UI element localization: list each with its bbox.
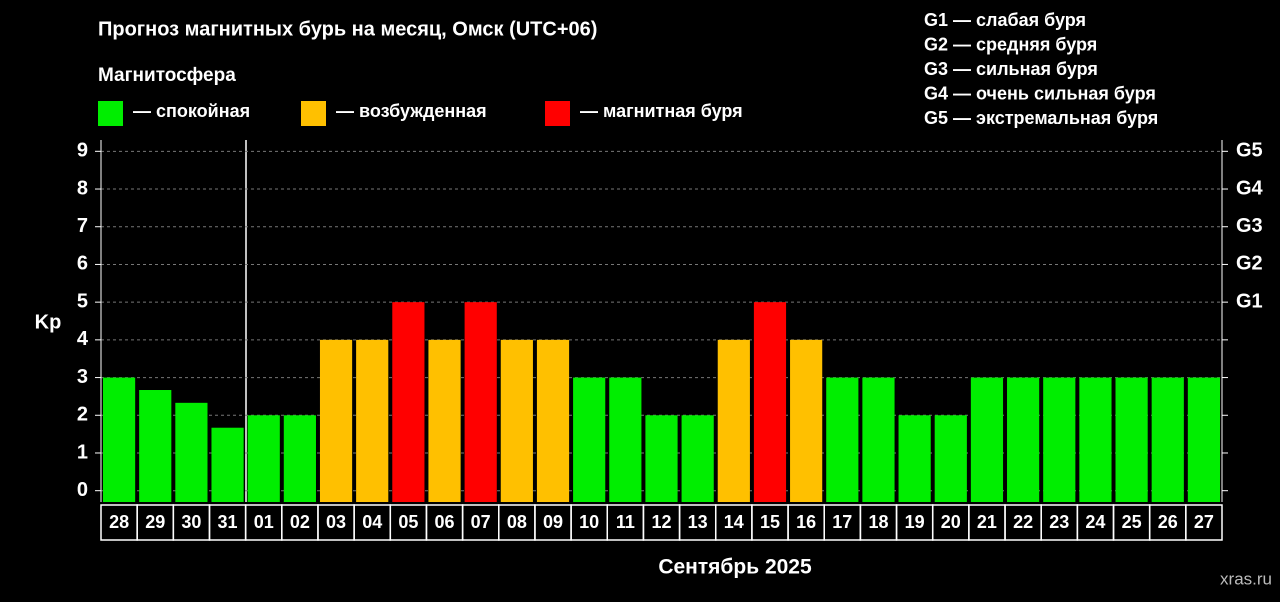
y-tick-label: 9 [77,140,88,162]
x-tick-label: 30 [181,512,201,532]
x-tick-label: 07 [471,512,491,532]
y-tick-label: 2 [77,404,88,426]
storm-scale-entry: G5 — экстремальная буря [924,108,1158,128]
x-tick-label: 24 [1085,512,1105,532]
category-cell [1185,504,1223,541]
y-tick-label: 7 [77,215,88,237]
x-tick-label: 27 [1194,512,1214,532]
bar [175,402,208,502]
bar [934,415,967,502]
x-tick-label: 03 [326,512,346,532]
bar [1079,377,1112,502]
legend-label: — спокойная [133,101,250,121]
bar [717,339,750,502]
x-tick-label: 16 [796,512,816,532]
bar [898,415,931,502]
bar [1007,377,1040,502]
bar [247,415,280,502]
storm-scale-entry: G4 — очень сильная буря [924,83,1156,103]
watermark: xras.ru [1220,569,1272,588]
x-tick-label: 13 [688,512,708,532]
x-tick-label: 05 [398,512,418,532]
y-tick-label: 0 [77,479,88,501]
x-tick-label: 29 [145,512,165,532]
x-axis-label: Сентябрь 2025 [658,556,812,579]
y-axis-label: Kp [35,311,62,333]
bar [573,377,606,502]
x-tick-label: 31 [218,512,238,532]
x-tick-label: 23 [1049,512,1069,532]
y2-tick-label: G4 [1236,177,1264,199]
x-tick-label: 12 [651,512,671,532]
bar [826,377,859,502]
x-tick-label: 04 [362,512,382,532]
x-tick-label: 18 [868,512,888,532]
bar [139,390,172,502]
y-tick-label: 1 [77,441,88,463]
bar [1043,377,1076,502]
legend-swatch [98,101,123,126]
bar [1115,377,1148,502]
x-tick-label: 09 [543,512,563,532]
bar [970,377,1004,502]
x-tick-label: 08 [507,512,527,532]
x-tick-label: 11 [616,512,635,532]
bar [283,415,316,502]
subtitle: Магнитосфера [98,65,236,86]
y2-tick-label: G1 [1236,290,1263,312]
bar [464,302,497,502]
x-tick-label: 20 [941,512,961,532]
bar [356,339,389,502]
bar [392,302,425,502]
x-tick-label: 01 [254,512,274,532]
bar [753,302,787,502]
y-tick-label: 4 [77,328,89,350]
legend-label: — возбужденная [336,101,487,121]
y-tick-label: 6 [77,253,88,275]
bar [862,377,895,502]
bar [790,339,823,502]
x-tick-label: 28 [109,512,129,532]
x-tick-label: 26 [1158,512,1178,532]
y-tick-label: 8 [77,177,88,199]
y-tick-label: 3 [77,366,88,388]
x-tick-label: 22 [1013,512,1033,532]
legend-swatch [301,101,326,126]
legend-label: — магнитная буря [580,101,743,121]
bar [609,377,642,502]
bar [1187,377,1221,502]
bar [536,339,570,502]
bar [645,415,678,502]
bar [211,427,244,502]
y2-tick-label: G2 [1236,253,1263,275]
storm-scale-entry: G2 — средняя буря [924,34,1097,54]
x-tick-label: 15 [760,512,780,532]
x-tick-label: 21 [977,512,997,532]
x-tick-label: 10 [579,512,599,532]
storm-scale-entry: G1 — слабая буря [924,10,1086,30]
x-tick-label: 14 [724,512,744,532]
y2-tick-label: G3 [1236,215,1263,237]
bar [319,339,353,502]
y-tick-label: 5 [77,290,88,312]
bar [1151,377,1184,502]
bar [102,377,136,502]
bar [428,339,461,502]
legend-swatch [545,101,570,126]
chart-title: Прогноз магнитных бурь на месяц, Омск (U… [98,18,597,40]
x-tick-label: 06 [435,512,455,532]
y2-tick-label: G5 [1236,140,1263,162]
x-tick-label: 25 [1122,512,1142,532]
x-tick-label: 02 [290,512,310,532]
bar [500,339,533,502]
bar [681,415,714,502]
storm-scale-entry: G3 — сильная буря [924,59,1098,79]
x-tick-label: 19 [905,512,925,532]
x-tick-label: 17 [832,512,852,532]
